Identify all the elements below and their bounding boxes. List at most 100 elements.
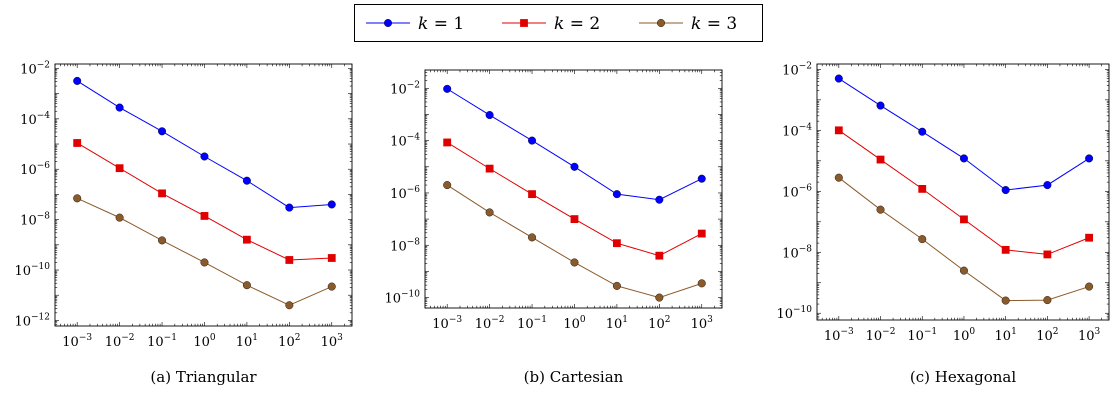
legend-label-2: k = 2 bbox=[554, 14, 600, 34]
chart-svg-triangular: 10−3 10−2 10−1 100 101 102 10310−1210−1010−810… bbox=[14, 60, 353, 386]
x-tick-labels: 10−3 10−2 10−1 100 101 102 103 bbox=[432, 315, 713, 332]
series-line-k1 bbox=[446, 88, 702, 201]
y-tick-labels: 10−10 10−8 10−6 10−4 10−2 bbox=[776, 61, 812, 322]
data-point-k1 bbox=[570, 162, 579, 171]
y-tick-label: 10−4 bbox=[390, 133, 420, 150]
chart-caption: (c) Hexagonal bbox=[910, 368, 1016, 386]
data-point-k1 bbox=[959, 154, 968, 163]
x-tick-label: 100 bbox=[563, 315, 586, 332]
x-tick-labels: 10−3 10−2 10−1 100 101 102 103 bbox=[62, 333, 343, 350]
legend-label-1: k = 1 bbox=[418, 14, 464, 34]
x-tick-label: 103 bbox=[691, 315, 714, 332]
data-point-k2 bbox=[570, 215, 579, 224]
x-tick-label: 10−1 bbox=[907, 327, 937, 344]
chart-panel-cartesian: 10−3 10−2 10−1 100 101 102 103 10−10 10−8 10−6 10−… bbox=[370, 50, 730, 390]
y-tick-label: 10−2 bbox=[782, 61, 812, 78]
series-k1 bbox=[73, 76, 336, 212]
data-point-k2 bbox=[918, 184, 927, 193]
data-point-k2 bbox=[443, 138, 452, 147]
x-tick-label: 10−2 bbox=[475, 315, 505, 332]
plot-frame bbox=[424, 69, 723, 309]
y-tick-label: 10−6 bbox=[20, 161, 50, 178]
chart-caption: (a) Triangular bbox=[150, 368, 257, 386]
y-tick-label: 10−4 bbox=[782, 122, 812, 139]
data-point-k3 bbox=[655, 293, 664, 302]
x-tick-label: 102 bbox=[648, 315, 670, 332]
data-point-k2 bbox=[1043, 250, 1052, 259]
x-tick-label: 102 bbox=[1036, 327, 1058, 344]
y-tick-label: 10−8 bbox=[390, 237, 420, 254]
data-point-k2 bbox=[655, 251, 664, 260]
series-k2 bbox=[834, 126, 1093, 259]
y-axis-ticks bbox=[55, 68, 352, 327]
data-point-k1 bbox=[285, 203, 294, 212]
series-line-k2 bbox=[446, 142, 702, 257]
x-tick-label: 101 bbox=[236, 333, 258, 350]
data-point-k2 bbox=[242, 235, 251, 244]
data-point-k2 bbox=[327, 254, 336, 262]
series-k2 bbox=[443, 138, 706, 260]
y-tick-labels: 10−10 10−8 10−6 10−4 10−2 bbox=[384, 80, 420, 306]
data-point-k2 bbox=[960, 215, 968, 224]
series-k2 bbox=[73, 139, 336, 264]
chart-legend: k = 1 k = 2 k = 3 bbox=[354, 4, 764, 42]
data-point-k3 bbox=[1085, 282, 1094, 291]
data-point-k2 bbox=[876, 155, 885, 164]
y-tick-label: 10−2 bbox=[20, 60, 50, 77]
series-line-k1 bbox=[76, 80, 332, 209]
data-point-k3 bbox=[485, 208, 494, 217]
chart-caption: (b) Cartesian bbox=[524, 368, 624, 386]
data-point-k3 bbox=[834, 173, 843, 182]
data-point-k3 bbox=[570, 258, 579, 267]
chart-panel-hexagonal: 10−3 10−2 10−1 100 101 102 103 10−10 10−8 10−6 10−… bbox=[757, 50, 1117, 390]
series-k1 bbox=[834, 74, 1094, 195]
data-point-k1 bbox=[612, 190, 621, 199]
y-tick-label: 10−12 bbox=[14, 312, 50, 329]
x-tick-label: 103 bbox=[321, 333, 344, 350]
data-point-k2 bbox=[834, 126, 843, 135]
series-line-k3 bbox=[446, 184, 702, 299]
plot-frame bbox=[54, 63, 353, 327]
y-tick-label: 10−8 bbox=[20, 212, 50, 229]
x-tick-label: 103 bbox=[1078, 327, 1101, 344]
chart-panel-triangular: 10−3 10−2 10−1 100 101 102 103 10−12 10−10 10−8 10… bbox=[0, 50, 360, 390]
series-line-k1 bbox=[838, 78, 1090, 191]
x-tick-labels: 10−3 10−2 10−1 100 101 102 103 bbox=[824, 327, 1101, 344]
series-k1 bbox=[443, 84, 706, 204]
y-tick-label: 10−10 bbox=[14, 262, 50, 279]
y-tick-label: 10−2 bbox=[390, 80, 420, 97]
data-point-k1 bbox=[1043, 181, 1052, 190]
data-point-k2 bbox=[73, 139, 82, 147]
data-point-k3 bbox=[327, 282, 336, 291]
data-point-k1 bbox=[1001, 186, 1010, 195]
x-tick-label: 100 bbox=[953, 327, 976, 344]
series-k3 bbox=[834, 173, 1094, 305]
data-point-k2 bbox=[528, 190, 536, 199]
y-tick-label: 10−6 bbox=[390, 185, 420, 202]
x-tick-label: 10−3 bbox=[62, 333, 92, 350]
series-line-k2 bbox=[838, 129, 1090, 255]
data-point-k2 bbox=[1001, 245, 1010, 254]
data-point-k3 bbox=[959, 266, 968, 275]
series-k3 bbox=[443, 181, 706, 302]
legend-svg: k = 1 k = 2 k = 3 bbox=[354, 4, 763, 42]
legend-marker-1 bbox=[384, 18, 393, 27]
legend-marker-2 bbox=[520, 19, 528, 27]
data-point-k1 bbox=[1085, 154, 1094, 163]
data-point-k1 bbox=[200, 152, 209, 161]
y-tick-label: 10−6 bbox=[782, 183, 812, 200]
data-point-k2 bbox=[1085, 233, 1093, 242]
data-point-k3 bbox=[73, 194, 82, 203]
chart-svg-hexagonal: 10−3 10−2 10−1 100 101 102 10310−1010−810−610−… bbox=[776, 61, 1110, 386]
series-line-k3 bbox=[838, 177, 1090, 302]
data-point-k3 bbox=[876, 205, 885, 214]
data-point-k1 bbox=[697, 174, 706, 183]
series-k3 bbox=[73, 194, 336, 310]
data-point-k3 bbox=[285, 301, 294, 310]
data-point-k3 bbox=[918, 235, 927, 244]
data-point-k1 bbox=[834, 74, 843, 83]
data-point-k3 bbox=[115, 213, 124, 222]
x-tick-label: 10−2 bbox=[105, 333, 135, 350]
y-tick-labels: 10−12 10−10 10−8 10−6 10−4 10−2 bbox=[14, 60, 50, 329]
data-point-k1 bbox=[655, 195, 664, 204]
